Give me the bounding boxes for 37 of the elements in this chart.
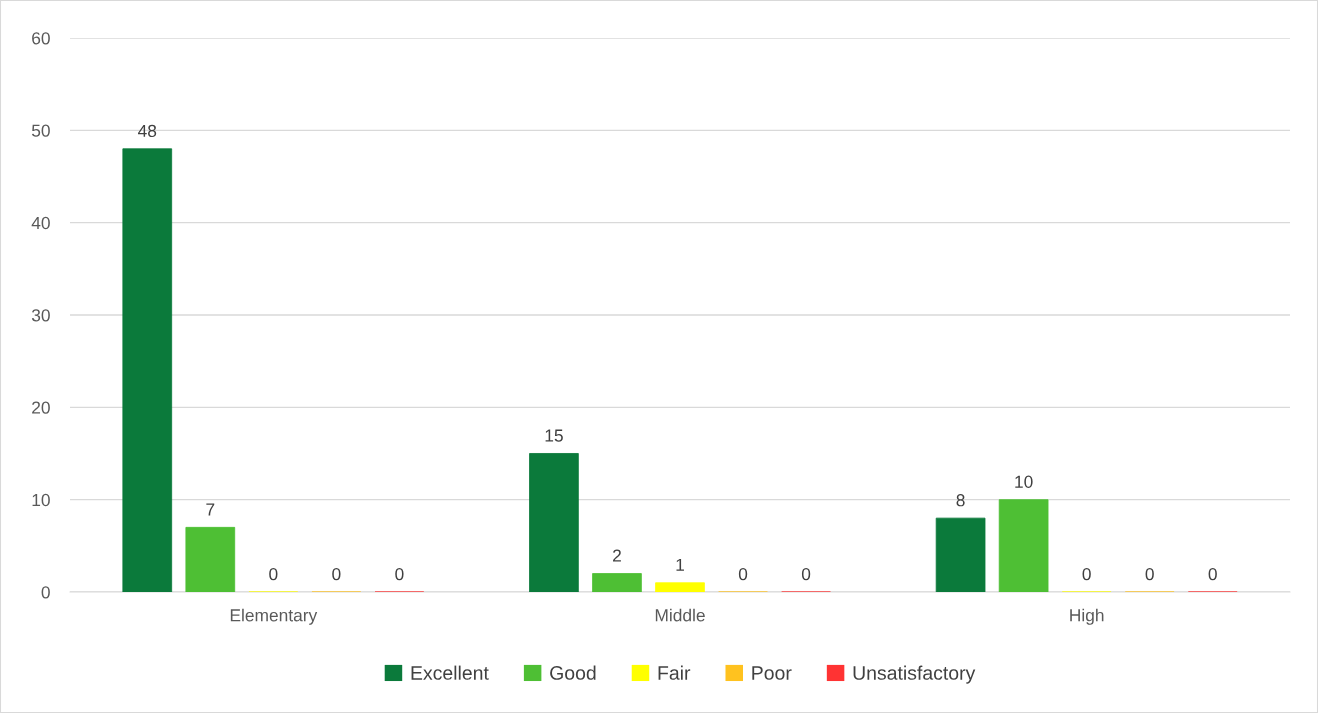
data-label: 0 — [332, 567, 341, 581]
bar — [529, 453, 579, 592]
bar — [998, 499, 1049, 592]
data-label: 7 — [206, 503, 215, 516]
legend-label: Good — [550, 665, 596, 680]
data-label: 10 — [1015, 475, 1033, 488]
bar — [122, 148, 173, 592]
y-tick-label: 40 — [31, 216, 50, 230]
y-tick-label: 30 — [31, 309, 50, 322]
bar — [592, 573, 642, 592]
data-label: 0 — [738, 567, 748, 581]
legend-label: Unsatisfactory — [853, 665, 976, 684]
data-label: 2 — [613, 549, 621, 562]
data-label: 0 — [1208, 567, 1217, 581]
bar — [655, 582, 705, 592]
data-label: 8 — [956, 494, 965, 507]
data-label: 1 — [676, 558, 684, 571]
y-tick-label: 60 — [32, 32, 50, 45]
bar — [185, 526, 236, 592]
data-label: 48 — [138, 124, 157, 138]
legend-label: Fair — [658, 665, 691, 680]
data-label: 0 — [1145, 567, 1154, 581]
x-tick-label: High — [1070, 608, 1104, 625]
data-label: 0 — [801, 567, 811, 581]
x-tick-label: Elementary — [230, 608, 318, 625]
data-label: 0 — [269, 567, 278, 581]
x-tick-label: Middle — [655, 608, 705, 622]
y-tick-label: 0 — [41, 586, 50, 599]
y-tick-label: 10 — [32, 493, 50, 507]
y-tick-label: 20 — [32, 401, 50, 414]
data-label: 0 — [395, 567, 404, 581]
legend-label: Poor — [752, 666, 792, 680]
bar — [935, 517, 986, 592]
data-label: 15 — [545, 429, 563, 442]
y-tick-label: 50 — [31, 124, 50, 137]
legend-label: Excellent — [411, 665, 489, 680]
data-label: 0 — [1082, 567, 1091, 581]
